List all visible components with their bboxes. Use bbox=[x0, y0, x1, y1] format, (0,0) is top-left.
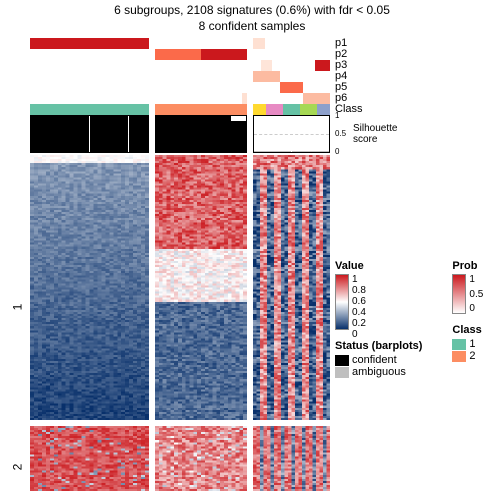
prob-colorbar bbox=[452, 274, 466, 314]
class-legend: Class 12 bbox=[452, 324, 483, 362]
title-line-2: 8 confident samples bbox=[0, 19, 504, 35]
heatmap-group-2 bbox=[30, 426, 330, 491]
main-plot-area bbox=[30, 38, 330, 491]
value-legend-title: Value bbox=[335, 260, 422, 272]
silhouette-row bbox=[30, 115, 330, 153]
sil-tick: 0 bbox=[335, 148, 339, 156]
title-line-1: 6 subgroups, 2108 signatures (0.6%) with… bbox=[0, 3, 504, 19]
prob-class-legends: Prob 10.50 Class 12 bbox=[452, 260, 483, 378]
prob-legend-title: Prob bbox=[452, 260, 483, 272]
sil-tick: 0.5 bbox=[335, 130, 346, 138]
status-legend-title: Status (barplots) bbox=[335, 340, 422, 352]
value-ticks: 10.80.60.40.20 bbox=[352, 274, 366, 330]
value-legend: Value 10.80.60.40.20 Status (barplots) c… bbox=[335, 260, 422, 378]
row-group-label-1: 1 bbox=[10, 304, 24, 311]
silhouette-label: Silhouettescore bbox=[353, 123, 397, 145]
value-colorbar bbox=[335, 274, 349, 330]
legend-area: Value 10.80.60.40.20 Status (barplots) c… bbox=[335, 260, 483, 378]
class-legend-title: Class bbox=[452, 324, 483, 336]
annotation-row-labels: p1p2p3p4p5p6Class bbox=[335, 38, 363, 115]
prob-annotation-tracks bbox=[30, 38, 330, 104]
prob-ticks: 10.50 bbox=[469, 274, 483, 314]
class-annotation-row bbox=[30, 104, 330, 115]
plot-title: 6 subgroups, 2108 signatures (0.6%) with… bbox=[0, 0, 504, 34]
status-legend: Status (barplots) confidentambiguous bbox=[335, 340, 422, 378]
row-group-label-2: 2 bbox=[10, 464, 24, 471]
heatmap-group-1 bbox=[30, 155, 330, 420]
sil-tick: 1 bbox=[335, 112, 339, 120]
